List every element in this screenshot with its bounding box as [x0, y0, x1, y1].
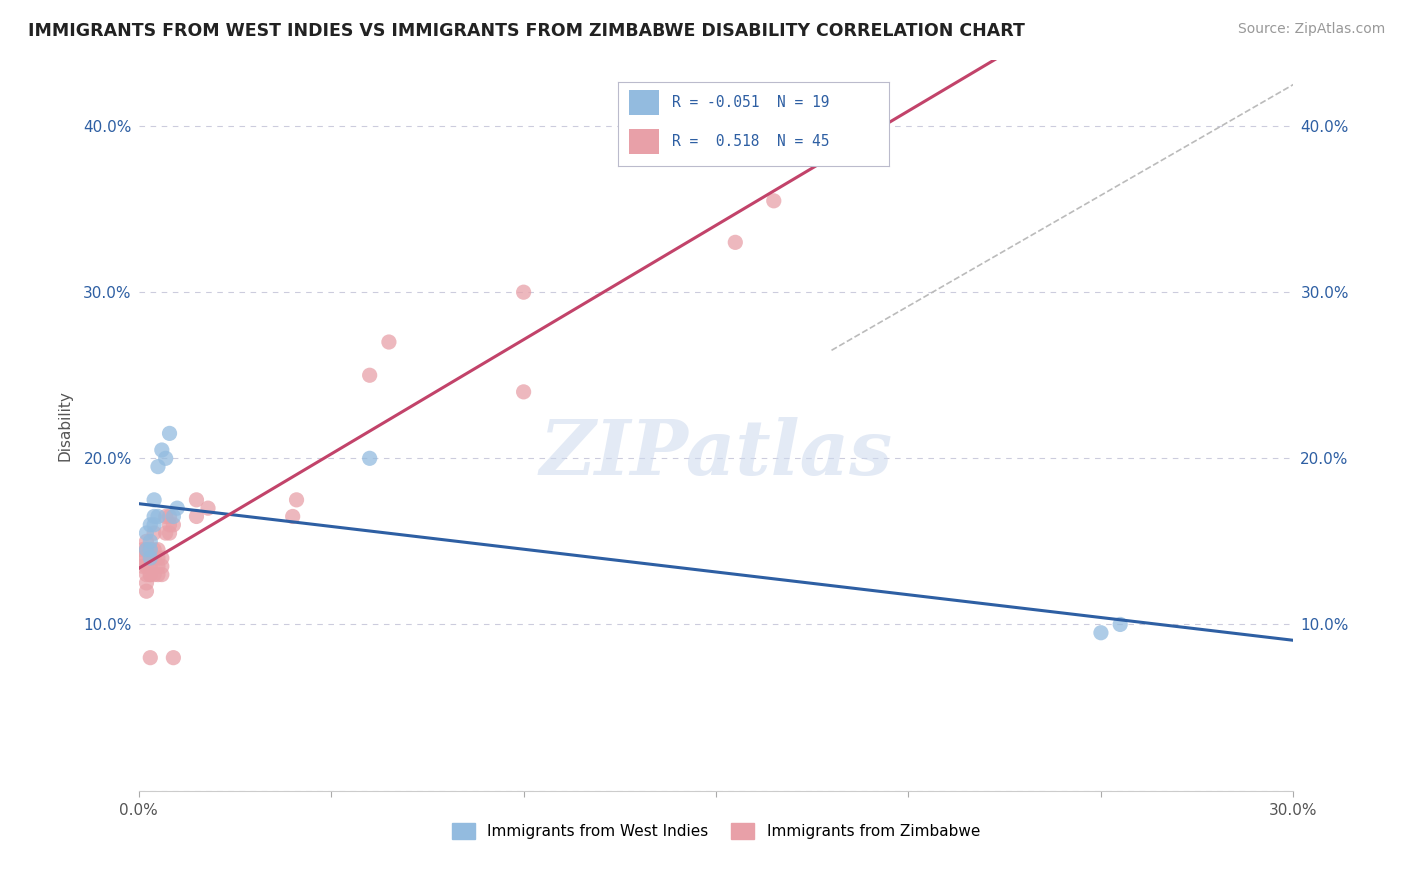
Point — [135, 534, 157, 549]
Point — [143, 567, 166, 582]
Point — [512, 285, 534, 300]
Point — [139, 559, 162, 574]
Point — [159, 526, 181, 541]
Point — [150, 559, 173, 574]
Point — [131, 551, 153, 566]
Point — [150, 551, 173, 566]
Point — [139, 551, 162, 566]
Y-axis label: Disability: Disability — [58, 390, 72, 460]
Point — [139, 551, 162, 566]
Point — [150, 567, 173, 582]
Point — [139, 542, 162, 557]
Point — [143, 542, 166, 557]
Point — [131, 542, 153, 557]
Point — [359, 451, 381, 466]
Point — [512, 384, 534, 399]
Point — [281, 509, 304, 524]
Point — [155, 526, 177, 541]
Point — [146, 551, 169, 566]
Text: Source: ZipAtlas.com: Source: ZipAtlas.com — [1237, 22, 1385, 37]
Point — [135, 542, 157, 557]
Point — [135, 559, 157, 574]
Point — [159, 509, 181, 524]
Point — [197, 501, 219, 516]
Point — [146, 559, 169, 574]
Point — [1090, 625, 1112, 640]
Point — [135, 575, 157, 590]
Point — [139, 567, 162, 582]
Point — [139, 534, 162, 549]
Point — [135, 526, 157, 541]
Point — [359, 368, 381, 383]
Legend: Immigrants from West Indies, Immigrants from Zimbabwe: Immigrants from West Indies, Immigrants … — [446, 817, 986, 845]
Point — [146, 567, 169, 582]
Point — [143, 517, 166, 532]
Point — [143, 509, 166, 524]
Point — [143, 492, 166, 507]
Point — [135, 551, 157, 566]
Point — [143, 526, 166, 541]
Point — [135, 584, 157, 599]
Point — [186, 492, 208, 507]
Point — [724, 235, 747, 250]
Point — [159, 517, 181, 532]
Point — [135, 567, 157, 582]
Point — [139, 567, 162, 582]
Point — [378, 334, 401, 349]
Point — [146, 459, 169, 474]
Text: IMMIGRANTS FROM WEST INDIES VS IMMIGRANTS FROM ZIMBABWE DISABILITY CORRELATION C: IMMIGRANTS FROM WEST INDIES VS IMMIGRANT… — [28, 22, 1025, 40]
Point — [1109, 617, 1132, 632]
Point — [186, 509, 208, 524]
Point — [143, 551, 166, 566]
Point — [159, 426, 181, 441]
Point — [162, 517, 184, 532]
Point — [146, 542, 169, 557]
Point — [762, 194, 785, 208]
Point — [146, 509, 169, 524]
Point — [139, 650, 162, 665]
Point — [162, 509, 184, 524]
Point — [139, 517, 162, 532]
Point — [285, 492, 308, 507]
Point — [155, 509, 177, 524]
Point — [150, 442, 173, 457]
Point — [139, 542, 162, 557]
Point — [131, 559, 153, 574]
Text: ZIPatlas: ZIPatlas — [540, 417, 893, 491]
Point — [155, 451, 177, 466]
Point — [135, 542, 157, 557]
Point — [166, 501, 188, 516]
Point — [162, 650, 184, 665]
